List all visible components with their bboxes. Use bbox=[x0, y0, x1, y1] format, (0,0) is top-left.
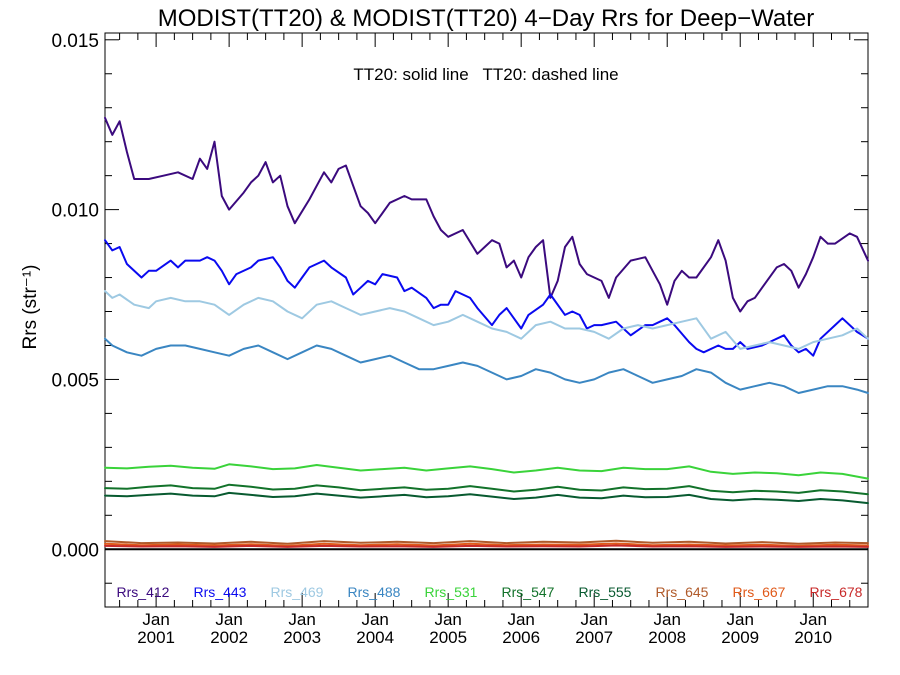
legend-item: Rrs_488 bbox=[348, 584, 401, 600]
series-line-rrs-667 bbox=[104, 542, 869, 547]
line-style-annotation: TT20: solid line TT20: dashed line bbox=[353, 65, 618, 84]
x-tick-year-label: 2009 bbox=[721, 628, 759, 647]
x-tick-month-label: Jan bbox=[507, 610, 534, 629]
legend-item: Rrs_443 bbox=[194, 584, 247, 600]
y-axis-label: Rrs (str⁻¹) bbox=[20, 265, 41, 350]
legend-item: Rrs_469 bbox=[271, 584, 324, 600]
x-tick-month-label: Jan bbox=[727, 610, 754, 629]
legend-item: Rrs_547 bbox=[502, 584, 555, 600]
series-line-rrs-547 bbox=[104, 483, 869, 496]
y-tick-label: 0.005 bbox=[51, 370, 99, 391]
series-line-rrs-469 bbox=[104, 290, 869, 350]
x-tick-month-label: Jan bbox=[580, 610, 607, 629]
x-tick-month-label: Jan bbox=[215, 610, 242, 629]
y-tick-label: 0.000 bbox=[51, 540, 99, 561]
series-line-rrs-555 bbox=[104, 491, 869, 505]
x-tick-month-label: Jan bbox=[142, 610, 169, 629]
y-tick-label: 0.015 bbox=[51, 31, 99, 52]
y-tick-label: 0.010 bbox=[51, 201, 99, 222]
x-tick-year-label: 2001 bbox=[137, 628, 175, 647]
legend-item: Rrs_678 bbox=[810, 584, 863, 600]
x-tick-month-label: Jan bbox=[361, 610, 388, 629]
series-line-rrs-645 bbox=[104, 539, 869, 545]
x-tick-month-label: Jan bbox=[800, 610, 827, 629]
series-line-rrs-412 bbox=[104, 116, 869, 313]
legend-item: Rrs_531 bbox=[425, 584, 478, 600]
x-tick-year-label: 2007 bbox=[575, 628, 613, 647]
x-tick-year-label: 2005 bbox=[429, 628, 467, 647]
chart-title: MODIST(TT20) & MODIST(TT20) 4−Day Rrs fo… bbox=[158, 5, 815, 32]
plot-area: 0.0000.0050.0100.015Jan2001Jan2002Jan200… bbox=[51, 31, 869, 647]
series-line-rrs-488 bbox=[104, 337, 869, 394]
x-tick-month-label: Jan bbox=[653, 610, 680, 629]
plot-frame bbox=[104, 32, 869, 608]
legend-item: Rrs_645 bbox=[656, 584, 709, 600]
x-tick-year-label: 2003 bbox=[283, 628, 321, 647]
legend-item: Rrs_412 bbox=[117, 584, 170, 600]
series-line-rrs-678 bbox=[104, 544, 869, 548]
legend-item: Rrs_667 bbox=[733, 584, 786, 600]
x-tick-year-label: 2004 bbox=[356, 628, 394, 647]
x-tick-year-label: 2006 bbox=[502, 628, 540, 647]
legend-item: Rrs_555 bbox=[579, 584, 632, 600]
series-line-rrs-531 bbox=[104, 463, 869, 480]
series-line-rrs-443 bbox=[104, 239, 869, 357]
x-tick-year-label: 2002 bbox=[210, 628, 248, 647]
x-tick-year-label: 2010 bbox=[794, 628, 832, 647]
x-tick-month-label: Jan bbox=[288, 610, 315, 629]
x-tick-month-label: Jan bbox=[434, 610, 461, 629]
x-tick-year-label: 2008 bbox=[648, 628, 686, 647]
